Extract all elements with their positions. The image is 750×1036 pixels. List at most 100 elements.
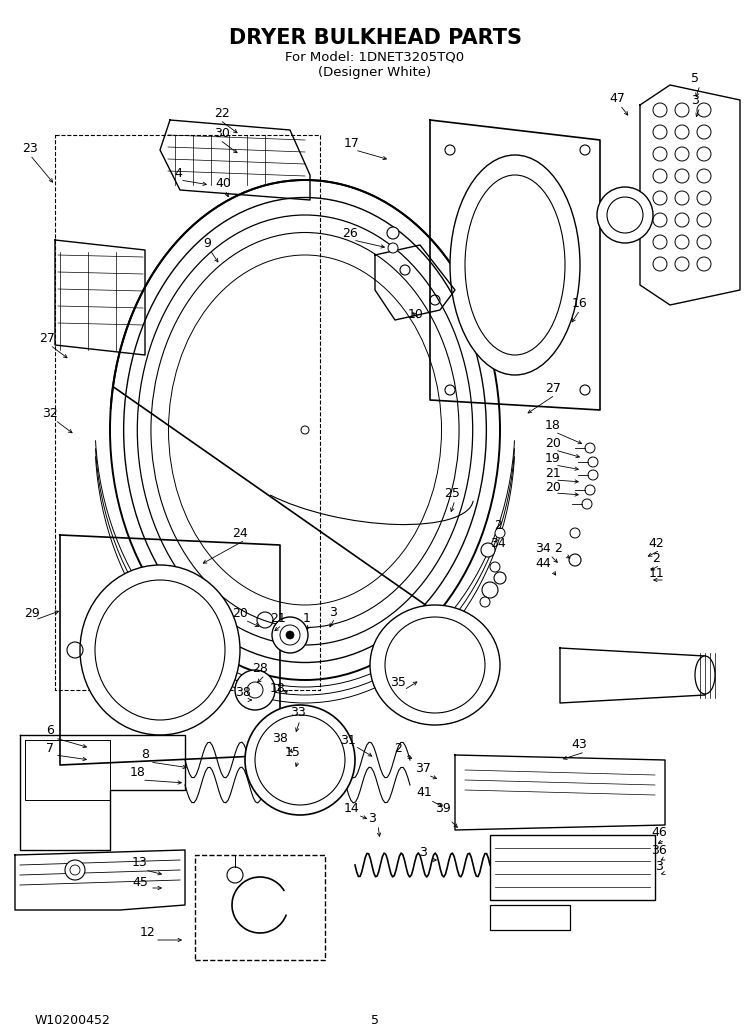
Circle shape [570,528,580,538]
Circle shape [280,625,300,645]
Text: 22: 22 [214,107,230,119]
Ellipse shape [110,180,500,680]
Circle shape [388,243,398,253]
Text: 20: 20 [545,481,561,493]
Text: 27: 27 [545,381,561,395]
Text: (Designer White): (Designer White) [319,65,431,79]
Text: 31: 31 [340,733,356,747]
Text: 13: 13 [132,857,148,869]
Text: 34: 34 [490,537,506,549]
Text: 12: 12 [140,925,156,939]
Bar [490,835,655,900]
Text: 21: 21 [545,466,561,480]
Text: 20: 20 [232,606,248,620]
Circle shape [588,457,598,467]
Text: 43: 43 [572,739,586,751]
Text: 39: 39 [435,802,451,814]
Text: 37: 37 [415,761,431,775]
Text: 41: 41 [416,785,432,799]
Text: 15: 15 [285,747,301,759]
Text: 1: 1 [303,611,311,625]
Text: 2: 2 [554,542,562,554]
Circle shape [481,543,495,557]
Text: 34: 34 [536,542,550,554]
Text: 7: 7 [46,742,54,754]
Ellipse shape [245,706,355,815]
Text: 9: 9 [203,236,211,250]
Text: 40: 40 [215,176,231,190]
Text: 17: 17 [344,137,360,149]
Text: 21: 21 [270,611,286,625]
Circle shape [227,867,243,883]
Text: 45: 45 [132,875,148,889]
Circle shape [495,528,505,538]
Text: 18: 18 [270,682,286,694]
Text: 20: 20 [545,436,561,450]
Text: 25: 25 [444,487,460,499]
Text: DRYER BULKHEAD PARTS: DRYER BULKHEAD PARTS [229,28,521,48]
Text: 38: 38 [272,731,288,745]
Text: 10: 10 [408,308,424,320]
Text: 44: 44 [536,556,550,570]
Ellipse shape [382,617,478,713]
Circle shape [70,865,80,875]
Text: 11: 11 [649,567,664,579]
Text: 3: 3 [419,846,427,860]
Text: 36: 36 [651,844,667,858]
Ellipse shape [450,155,580,375]
Text: W10200452: W10200452 [35,1013,111,1027]
Text: 8: 8 [141,748,149,761]
Text: 35: 35 [390,677,406,690]
Text: 33: 33 [290,707,306,719]
Text: 19: 19 [545,452,561,464]
Text: 18: 18 [545,419,561,432]
Text: 28: 28 [252,662,268,674]
Circle shape [387,227,399,239]
Text: 30: 30 [214,126,230,140]
Text: 27: 27 [39,332,55,345]
Text: 3: 3 [655,860,663,872]
Circle shape [490,562,500,572]
Text: 2: 2 [494,518,502,531]
Text: 5: 5 [691,71,699,85]
Circle shape [585,485,595,495]
Text: 46: 46 [651,827,667,839]
Text: 6: 6 [46,723,54,737]
Text: 3: 3 [368,811,376,825]
Ellipse shape [235,670,275,710]
Text: 3: 3 [691,93,699,107]
Bar [490,905,570,930]
Circle shape [247,682,263,698]
Circle shape [480,597,490,607]
Text: 14: 14 [344,802,360,814]
Circle shape [597,188,653,243]
Text: 38: 38 [235,687,251,699]
Text: 32: 32 [42,406,58,420]
Text: 4: 4 [174,167,182,179]
Ellipse shape [695,656,715,694]
Text: 2: 2 [652,551,660,565]
Ellipse shape [370,605,500,725]
Bar [195,855,325,960]
Circle shape [286,631,294,639]
Text: 18: 18 [130,766,146,778]
Text: 2: 2 [394,742,402,754]
Text: For Model: 1DNET3205TQ0: For Model: 1DNET3205TQ0 [286,51,464,63]
Circle shape [588,470,598,480]
Text: 24: 24 [232,526,248,540]
Text: 16: 16 [572,296,588,310]
Circle shape [65,860,85,880]
Circle shape [301,426,309,434]
Text: 26: 26 [342,227,358,239]
Text: 42: 42 [648,537,664,549]
Circle shape [272,617,308,653]
Text: 5: 5 [371,1013,379,1027]
Circle shape [494,572,506,584]
Circle shape [482,582,498,598]
Circle shape [569,554,581,566]
Text: 3: 3 [329,605,337,618]
Text: 23: 23 [22,142,38,154]
Text: 47: 47 [609,91,625,105]
Circle shape [582,499,592,509]
Ellipse shape [80,565,240,735]
